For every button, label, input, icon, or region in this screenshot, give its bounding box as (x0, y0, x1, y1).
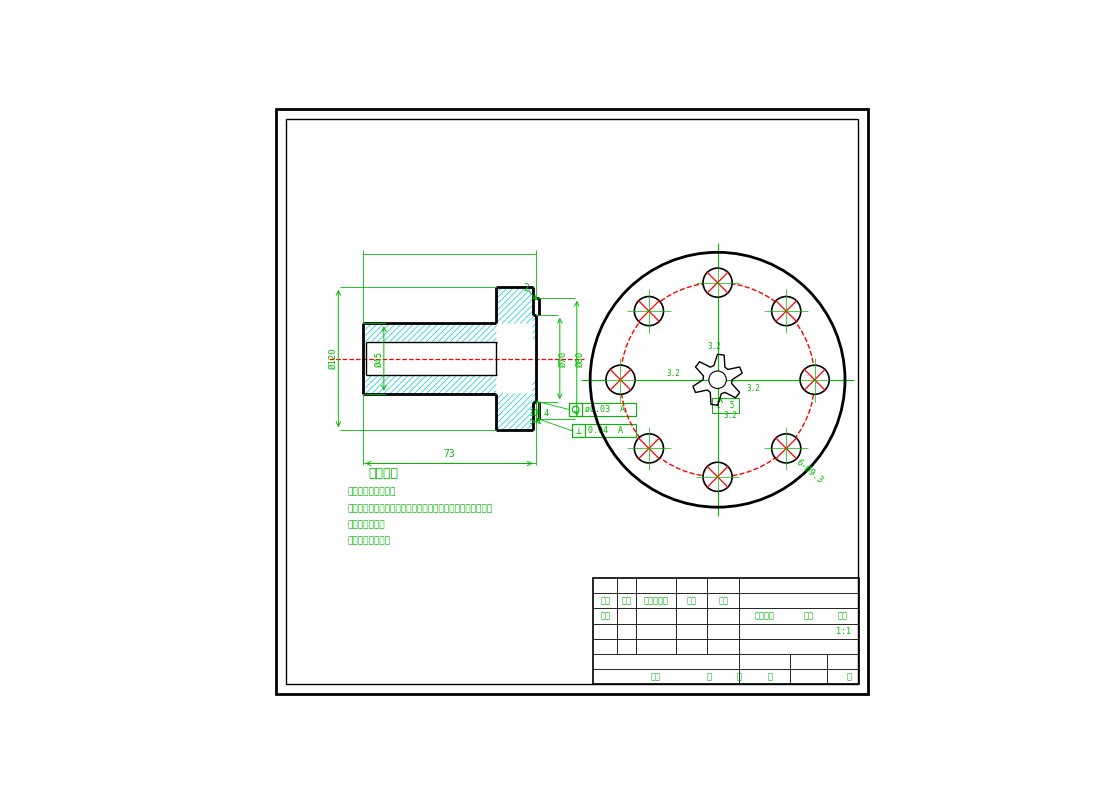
Circle shape (709, 371, 727, 388)
Text: 4: 4 (543, 409, 549, 418)
Text: 标记: 标记 (600, 597, 610, 605)
Bar (573, 424, 636, 437)
Bar (594, 578, 859, 684)
Text: Ø45: Ø45 (375, 351, 384, 366)
Text: 10: 10 (529, 409, 539, 418)
Circle shape (771, 434, 801, 463)
Text: 单位名称: 单位名称 (754, 611, 775, 621)
Text: 处数: 处数 (622, 597, 632, 605)
Text: 2: 2 (523, 283, 529, 292)
Bar (712, 398, 739, 413)
Text: 第: 第 (768, 672, 772, 682)
Circle shape (606, 365, 635, 394)
Text: 3.2: 3.2 (747, 385, 760, 393)
Text: 1:1: 1:1 (836, 626, 850, 636)
Text: 张: 张 (737, 672, 742, 682)
Text: 6-Ø9.3: 6-Ø9.3 (795, 458, 825, 485)
Text: 3.2: 3.2 (723, 411, 738, 420)
Circle shape (771, 296, 801, 325)
Circle shape (800, 365, 829, 394)
Text: 去除毛刺、抛光。: 去除毛刺、抛光。 (347, 537, 391, 545)
Bar (569, 403, 583, 416)
Text: 去除未注飞边。: 去除未注飞边。 (347, 520, 385, 530)
Text: 更改文件号: 更改文件号 (643, 597, 668, 605)
Text: 1  5: 1 5 (715, 401, 734, 410)
Text: 设计: 设计 (600, 611, 610, 621)
Text: ø0.03  A: ø0.03 A (585, 405, 625, 414)
Text: 3.2: 3.2 (666, 369, 680, 378)
Text: 73: 73 (443, 449, 455, 459)
Circle shape (634, 296, 664, 325)
Text: Ø70: Ø70 (558, 351, 567, 366)
Bar (573, 424, 585, 437)
Text: 张: 张 (846, 672, 852, 682)
Text: Ø120: Ø120 (329, 348, 338, 370)
Text: 3.2: 3.2 (708, 342, 721, 351)
Text: 共: 共 (706, 672, 712, 682)
Circle shape (703, 463, 732, 492)
Text: ⊥: ⊥ (576, 426, 581, 436)
Text: 日期: 日期 (651, 672, 661, 682)
Bar (569, 403, 636, 416)
Text: 比例: 比例 (838, 611, 848, 621)
Text: 技术要求: 技术要求 (369, 467, 398, 480)
Text: 0.04  A: 0.04 A (588, 426, 624, 435)
Text: 零件须去除氧化皮。: 零件须去除氧化皮。 (347, 488, 396, 496)
Circle shape (703, 268, 732, 297)
Text: 日期: 日期 (719, 597, 729, 605)
Text: 商标: 商标 (804, 611, 814, 621)
Text: Ø80: Ø80 (576, 351, 585, 366)
Circle shape (634, 434, 664, 463)
Text: 签字: 签字 (686, 597, 696, 605)
Text: 零件加工表面上，不应有划痕、擦伤等损伤零件表面的缺陷。: 零件加工表面上，不应有划痕、擦伤等损伤零件表面的缺陷。 (347, 504, 492, 513)
